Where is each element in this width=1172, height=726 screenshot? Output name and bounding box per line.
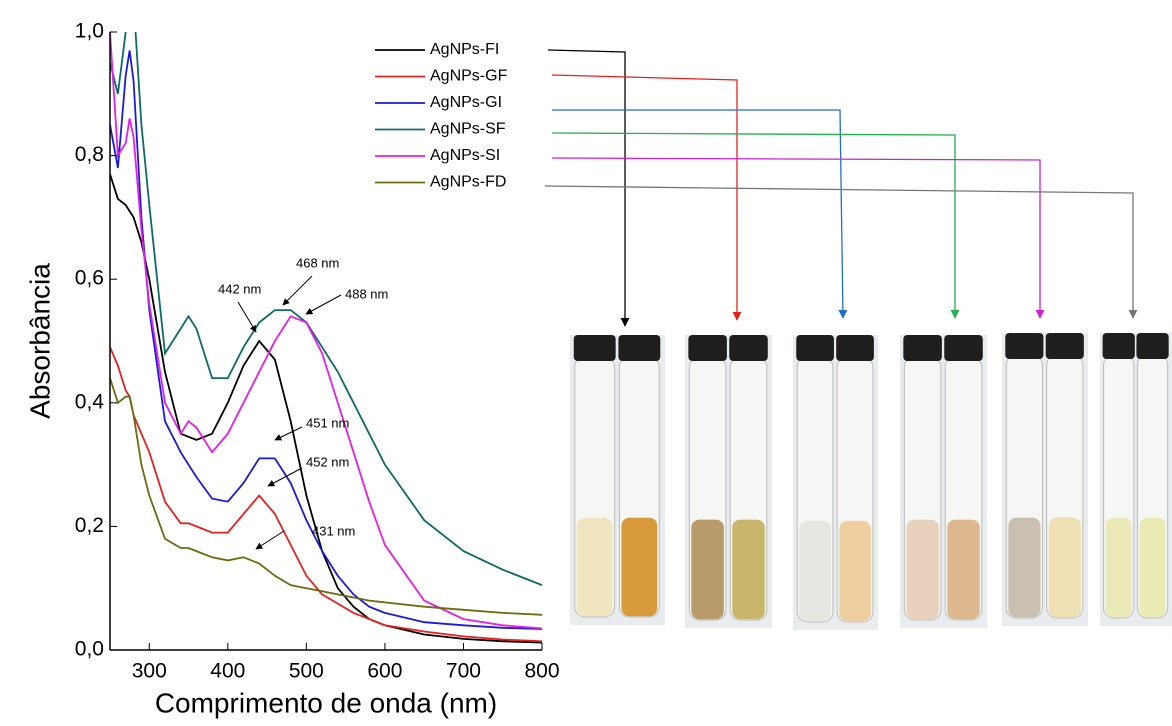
x-tick-label: 500 (289, 660, 324, 683)
y-tick-label: 0,6 (75, 267, 104, 290)
line (110, 346, 542, 643)
liquid (1048, 517, 1081, 618)
liquid (947, 519, 980, 620)
legend-label: AgNPs-SI (430, 147, 500, 164)
liquid (1105, 517, 1132, 618)
legend-label: AgNPs-GI (430, 94, 502, 111)
line (110, 377, 542, 616)
cap (1136, 333, 1169, 359)
annotation-arrow (305, 294, 342, 315)
annotation: 488 nm (345, 286, 388, 301)
photos (570, 333, 1172, 630)
annotation-arrow (282, 275, 313, 306)
cap (944, 335, 983, 361)
line (110, 50, 542, 630)
connector (551, 74, 742, 321)
y-axis-label: Absorbância (24, 263, 55, 419)
annotation: 468 nm (296, 255, 339, 270)
cap (618, 335, 661, 361)
annotation-arrow (237, 301, 257, 333)
liquid (691, 519, 724, 620)
connector (544, 185, 1138, 319)
legend-label: AgNPs-FI (430, 41, 499, 58)
cap (796, 335, 834, 361)
plot (110, 32, 542, 644)
x-tick-label: 700 (446, 660, 481, 683)
y-tick-label: 0,0 (75, 638, 104, 661)
cap (903, 335, 942, 361)
connector (547, 49, 630, 327)
cap (836, 335, 874, 361)
legend-label: AgNPs-GF (430, 68, 508, 85)
x-tick-label: 300 (132, 660, 167, 683)
cap (688, 335, 727, 361)
liquid (621, 517, 658, 617)
line (110, 32, 542, 630)
annotation: 452 nm (306, 454, 349, 469)
cap (1005, 333, 1044, 359)
liquid (732, 519, 765, 620)
y-tick-label: 0,4 (75, 390, 105, 413)
annotation: 431 nm (312, 523, 355, 538)
line (110, 32, 542, 586)
liquid (906, 519, 939, 620)
annotations: 442 nm 468 nm 488 nm 451 nm 452 nm 431 n… (218, 255, 388, 550)
liquid (576, 517, 613, 617)
liquid (1008, 517, 1041, 618)
legend-label: AgNPs-SF (430, 121, 506, 138)
liquid (839, 520, 871, 622)
liquid (799, 520, 831, 622)
x-tick-label: 600 (367, 660, 402, 683)
line (110, 173, 542, 644)
x-tick-label: 800 (524, 660, 559, 683)
y-tick-label: 0,8 (75, 143, 104, 166)
cap (729, 335, 768, 361)
y-tick-label: 0,2 (75, 514, 104, 537)
cap (1045, 333, 1084, 359)
x-tick-label: 400 (210, 660, 245, 683)
cap (1102, 333, 1135, 359)
connector (552, 109, 848, 319)
legend-label: AgNPs-FD (430, 174, 506, 191)
liquid (1139, 517, 1166, 618)
connectors (544, 49, 1138, 327)
annotation: 442 nm (218, 281, 261, 296)
annotation: 451 nm (306, 415, 349, 430)
cap (573, 335, 616, 361)
annotation-arrow (267, 467, 303, 487)
annotation-arrow (274, 426, 303, 441)
x-axis-label: Comprimento de onda (nm) (155, 687, 497, 718)
connector (551, 157, 1045, 319)
y-tick-label: 1,0 (75, 20, 104, 43)
annotation-arrow (255, 530, 285, 550)
connector (551, 132, 960, 319)
